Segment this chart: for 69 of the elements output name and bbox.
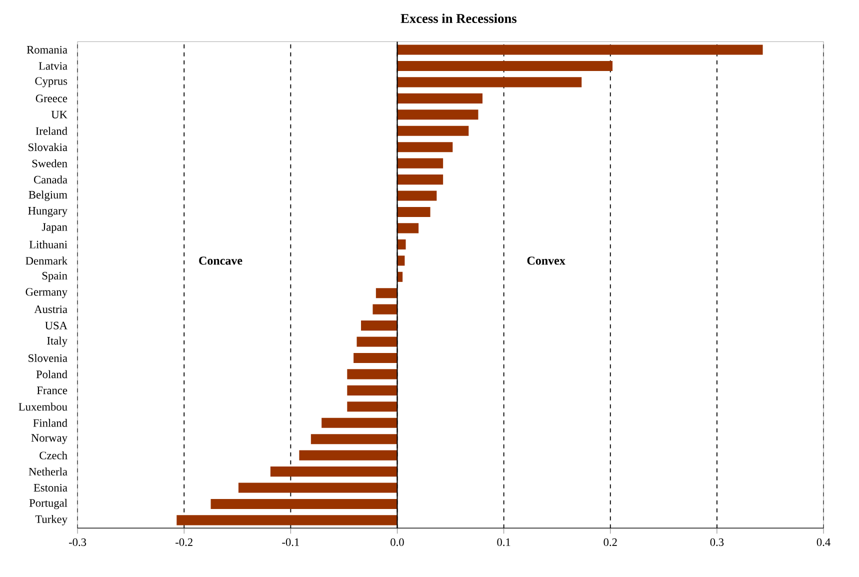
chart-title: Excess in Recessions <box>400 14 517 24</box>
bar <box>397 158 444 168</box>
bar <box>270 466 398 477</box>
y-tick-label: Portugal <box>29 498 68 510</box>
bar <box>397 126 469 136</box>
y-tick-label: Lithuani <box>29 240 68 248</box>
y-tick-label: Romania <box>26 46 68 54</box>
y-tick-label: Finland <box>33 418 68 427</box>
bar <box>397 110 478 120</box>
annotation: Concave <box>199 256 242 265</box>
y-tick-label: Latvia <box>38 62 68 70</box>
y-tick-label: France <box>36 386 68 394</box>
bar <box>356 336 398 347</box>
bar <box>397 239 406 250</box>
y-tick-label: Belgium <box>28 190 68 201</box>
y-tick-label: Luxembou <box>18 402 68 411</box>
bar <box>397 174 444 185</box>
bar <box>397 44 763 55</box>
bar <box>210 498 398 510</box>
bar <box>238 482 398 493</box>
y-tick-label: Italy <box>47 336 68 347</box>
bar <box>397 77 582 88</box>
y-tick-label: Czech <box>40 451 68 460</box>
y-tick-label: Cyprus <box>35 77 68 88</box>
y-tick-label: Ireland <box>36 126 68 135</box>
bar <box>347 385 398 396</box>
bar <box>397 190 437 201</box>
y-tick-label: Turkey <box>35 515 68 526</box>
bar <box>347 369 398 380</box>
x-tick-label: 0.4 <box>816 538 830 546</box>
y-tick-label: Sweden <box>32 159 68 168</box>
x-tick-label: -0.3 <box>68 538 86 546</box>
x-tick-label: 0.1 <box>497 538 510 546</box>
bar <box>397 223 419 234</box>
y-tick-label: Slovakia <box>28 143 68 152</box>
bar <box>397 93 482 104</box>
y-tick-label: Denmark <box>26 256 68 265</box>
bar <box>397 142 453 152</box>
bar <box>372 304 398 314</box>
bar <box>322 418 398 428</box>
y-tick-label: Norway <box>31 434 68 444</box>
y-tick-label: Germany <box>26 288 68 298</box>
bar <box>361 320 398 331</box>
bar <box>176 515 398 526</box>
y-tick-label: Hungary <box>28 207 68 217</box>
bar <box>376 288 398 298</box>
y-tick-label: Japan <box>42 223 68 234</box>
y-tick-label: Canada <box>34 176 68 184</box>
annotation: Convex <box>527 256 566 265</box>
x-tick-label: 0.3 <box>710 538 724 546</box>
bar <box>354 352 398 364</box>
y-tick-label: USA <box>45 322 68 330</box>
bar <box>397 60 613 72</box>
y-tick-label: UK <box>51 110 68 118</box>
bar <box>397 206 430 218</box>
bar <box>299 450 398 460</box>
y-tick-label: Greece <box>36 94 68 102</box>
y-tick-label: Spain <box>42 272 68 282</box>
bar <box>347 402 398 412</box>
bar <box>310 434 398 444</box>
y-tick-label: Slovenia <box>28 354 68 362</box>
x-tick-label: -0.1 <box>282 538 299 546</box>
y-tick-label: Austria <box>34 306 68 314</box>
x-tick-label: -0.2 <box>176 538 192 546</box>
y-tick-label: Netherla <box>28 468 68 476</box>
y-tick-label: Poland <box>36 370 68 378</box>
y-tick-label: Estonia <box>34 484 68 492</box>
x-tick-label: 0.0 <box>390 538 404 546</box>
x-tick-label: 0.2 <box>604 538 617 546</box>
